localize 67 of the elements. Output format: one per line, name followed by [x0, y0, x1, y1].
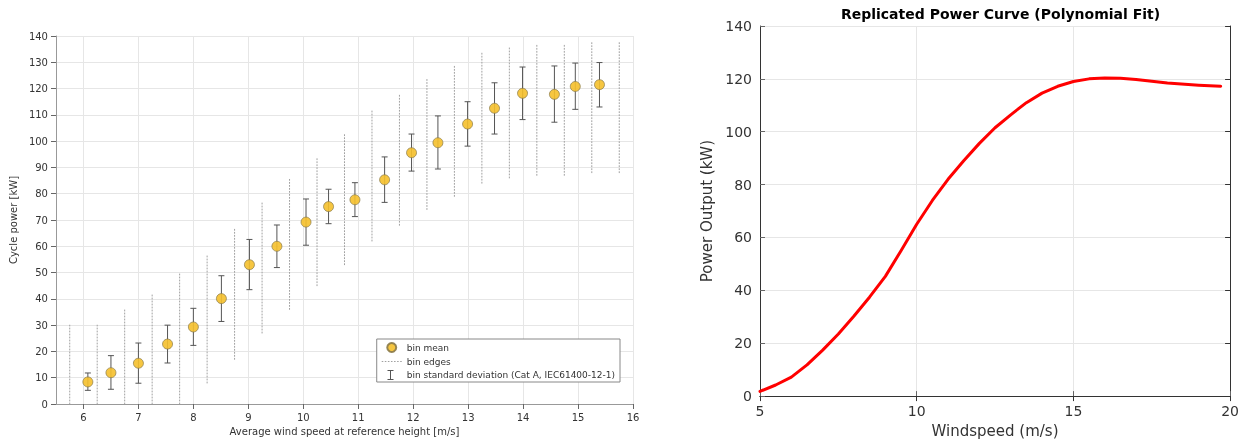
y-tick-label: 30 — [35, 319, 48, 331]
y-tick-label: 40 — [35, 293, 48, 305]
line-series — [758, 76, 1223, 393]
point — [462, 118, 473, 130]
y-tick-label: 130 — [28, 56, 48, 68]
y-tick-label: 120 — [725, 70, 752, 87]
x-tick-label: 11 — [351, 411, 365, 423]
x-tick-label: 15 — [1064, 403, 1083, 420]
point — [105, 367, 117, 379]
y-tick-label: 140 — [28, 30, 48, 42]
point — [432, 137, 444, 149]
y-tick-label: 110 — [28, 109, 48, 121]
legend-label: bin mean — [406, 342, 450, 353]
point — [244, 259, 255, 271]
y-tick-label: 10 — [35, 372, 48, 384]
x-tick-label: 20 — [1221, 403, 1240, 420]
point — [82, 376, 94, 388]
x-tick-label: 12 — [406, 411, 420, 423]
y-tick-label: 20 — [734, 335, 752, 352]
point — [489, 102, 500, 114]
x-tick-label: 9 — [245, 411, 252, 423]
x-tick-label: 14 — [516, 411, 530, 423]
y-tick-label: 100 — [725, 123, 752, 140]
point — [300, 216, 312, 228]
x-tick-label: 6 — [80, 411, 87, 423]
x-axis-title: Windspeed (m/s) — [931, 421, 1059, 440]
x-tick-label: 7 — [135, 411, 142, 423]
legend-label: bin edges — [406, 356, 452, 367]
point — [517, 87, 528, 99]
x-tick-label: 5 — [755, 403, 765, 420]
point — [406, 147, 417, 159]
y-tick-label: 90 — [35, 161, 48, 173]
x-tick-label: 8 — [190, 411, 197, 423]
y-axis-title: Power Output (kW) — [697, 139, 716, 283]
y-tick-label: 50 — [35, 267, 48, 279]
y-tick-label: 140 — [725, 18, 752, 34]
x-axis-title: Average wind speed at reference height [m/s] — [229, 426, 460, 438]
y-tick-label: 0 — [743, 388, 752, 405]
x-tick-label: 10 — [296, 411, 310, 423]
y-tick-label: 70 — [35, 214, 48, 226]
point — [549, 88, 560, 100]
y-tick-label: 60 — [35, 240, 48, 252]
y-tick-label: 60 — [734, 229, 752, 246]
y-tick-label: 0 — [41, 398, 48, 410]
point — [162, 338, 173, 350]
point — [569, 81, 581, 92]
y-tick-label: 80 — [734, 176, 752, 193]
y-tick-label: 80 — [35, 188, 48, 200]
x-tick-label: 10 — [907, 403, 926, 420]
point — [187, 321, 199, 333]
y-tick-label: 20 — [35, 345, 48, 357]
point — [379, 174, 391, 186]
y-axis-title: Cycle power [kW] — [7, 175, 19, 265]
point — [216, 293, 227, 304]
y-tick-label: 120 — [28, 83, 48, 95]
point — [271, 240, 283, 252]
x-tick-label: 13 — [461, 411, 475, 423]
point — [349, 194, 361, 206]
point — [594, 79, 605, 91]
y-tick-label: 100 — [28, 135, 48, 147]
point — [133, 357, 144, 369]
annotation: bin standard deviation (Cat A, IEC61400-12-1) — [406, 369, 616, 380]
chart-title: Replicated Power Curve (Polynomial Fit) — [840, 6, 1161, 22]
point — [323, 201, 334, 212]
x-tick-label: 16 — [626, 411, 640, 423]
y-tick-label: 40 — [734, 282, 752, 299]
x-tick-label: 15 — [571, 411, 585, 423]
